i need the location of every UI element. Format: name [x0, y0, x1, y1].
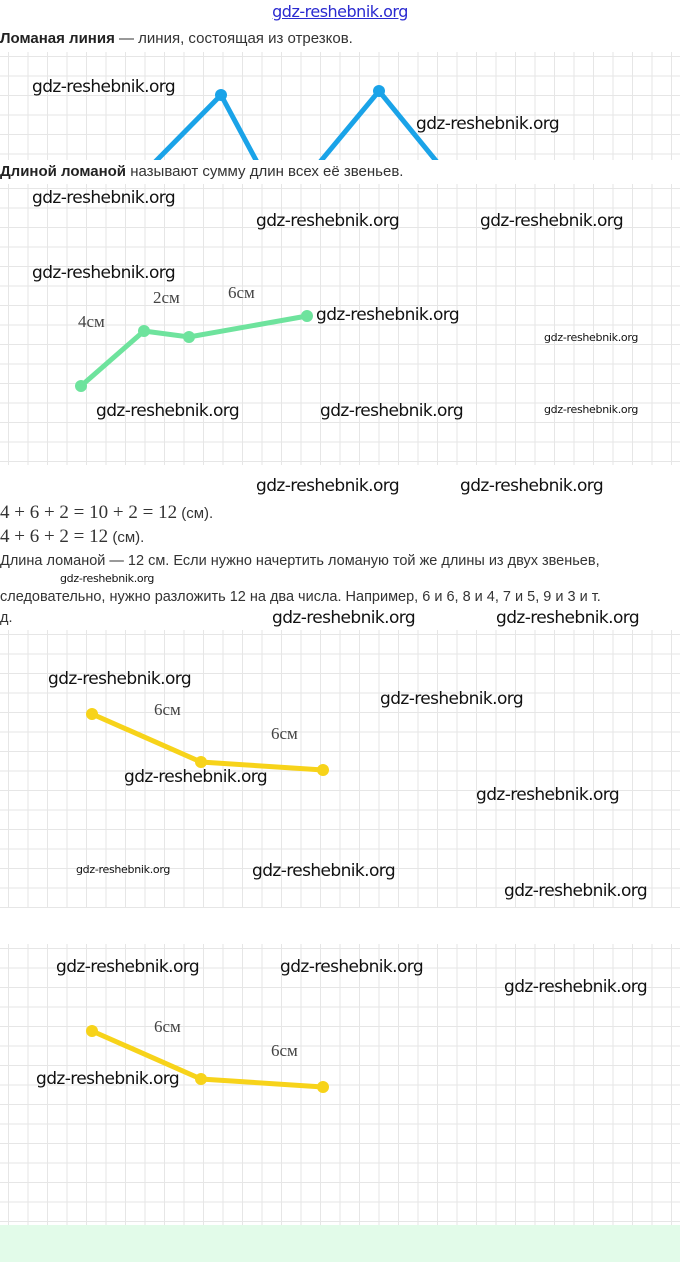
paragraph-line: следовательно, нужно разложить 12 на два…	[0, 589, 601, 605]
yellow-broken-line	[86, 708, 329, 776]
watermark: gdz-reshebnik.org	[256, 211, 400, 231]
green-vertex	[301, 310, 313, 322]
yellow-vertex	[195, 1073, 207, 1085]
watermark: gdz-reshebnik.org	[272, 608, 416, 628]
yellow-vertex	[317, 764, 329, 776]
watermark: gdz-reshebnik.org	[316, 305, 460, 325]
watermark: gdz-reshebnik.org	[32, 263, 176, 283]
green-vertex	[138, 325, 150, 337]
watermark: gdz-reshebnik.org	[544, 403, 639, 416]
grid-figure-yellow-2: 6см 6см	[0, 944, 680, 1225]
equation-1: 4 + 6 + 2 = 10 + 2 = 12 (см).	[0, 503, 213, 524]
segment-label: 6см	[154, 700, 181, 719]
watermark: gdz-reshebnik.org	[544, 331, 639, 344]
math: 4 + 6 + 2 = 12	[0, 526, 109, 547]
unit: (см).	[108, 529, 145, 546]
math: 4 + 6 + 2 = 10 + 2 = 12	[0, 502, 178, 523]
segment-label: 6см	[228, 283, 255, 302]
watermark: gdz-reshebnik.org	[460, 476, 604, 496]
paragraph-line: Длина ломаной — 12 см. Если нужно начерт…	[0, 553, 600, 569]
watermark: gdz-reshebnik.org	[60, 572, 155, 585]
watermark: gdz-reshebnik.org	[504, 977, 648, 997]
green-polyline	[79, 313, 308, 388]
definition-broken-line: Ломаная линия — линия, состоящая из отре…	[0, 29, 353, 49]
watermark: gdz-reshebnik.org	[280, 957, 424, 977]
watermark: gdz-reshebnik.org	[320, 401, 464, 421]
watermark: gdz-reshebnik.org	[480, 211, 624, 231]
yellow-broken-line	[86, 1025, 329, 1093]
bottom-band	[0, 1225, 680, 1262]
watermark: gdz-reshebnik.org	[380, 689, 524, 709]
header-watermark-link[interactable]: gdz-reshebnik.org	[272, 2, 408, 21]
blue-vertex	[373, 85, 385, 97]
watermark: gdz-reshebnik.org	[32, 188, 176, 208]
yellow-vertex	[195, 756, 207, 768]
segment-label: 4см	[78, 312, 105, 331]
grid-figure-green: 4см 2см 6см	[0, 184, 680, 465]
watermark: gdz-reshebnik.org	[496, 608, 640, 628]
watermark: gdz-reshebnik.org	[504, 881, 648, 901]
segment-label: 6см	[271, 1041, 298, 1060]
blue-broken-lines	[153, 85, 439, 160]
grid-figure-yellow-1: 6см 6см	[0, 630, 680, 908]
watermark: gdz-reshebnik.org	[96, 401, 240, 421]
green-vertex	[183, 331, 195, 343]
equation-2: 4 + 6 + 2 = 12 (см).	[0, 527, 144, 548]
watermark: gdz-reshebnik.org	[48, 669, 192, 689]
blue-vertex	[215, 89, 227, 101]
definition-length: Длиной ломаной называют сумму длин всех …	[0, 162, 403, 182]
watermark: gdz-reshebnik.org	[56, 957, 200, 977]
watermark: gdz-reshebnik.org	[252, 861, 396, 881]
definition-text: — линия, состоящая из отрезков.	[114, 30, 353, 47]
watermark: gdz-reshebnik.org	[416, 114, 560, 134]
blue-line-1	[153, 90, 259, 160]
grid-figure-blue	[0, 52, 680, 160]
watermark: gdz-reshebnik.org	[256, 476, 400, 496]
definition-text: называют сумму длин всех её звеньев.	[126, 163, 404, 180]
watermark: gdz-reshebnik.org	[476, 785, 620, 805]
green-broken-line	[75, 310, 313, 392]
term: Длиной ломаной	[0, 163, 127, 180]
watermark: gdz-reshebnik.org	[36, 1069, 180, 1089]
watermark: gdz-reshebnik.org	[124, 767, 268, 787]
segment-label: 6см	[154, 1017, 181, 1036]
yellow-vertex	[86, 708, 98, 720]
watermark: gdz-reshebnik.org	[76, 863, 171, 876]
segment-label: 6см	[271, 724, 298, 743]
watermark: gdz-reshebnik.org	[32, 77, 176, 97]
yellow-vertex	[317, 1081, 329, 1093]
unit: (см).	[177, 505, 214, 522]
segment-label: 2см	[153, 288, 180, 307]
paragraph-line: д.	[0, 610, 13, 626]
green-vertex	[75, 380, 87, 392]
yellow-vertex	[86, 1025, 98, 1037]
term: Ломаная линия	[0, 30, 115, 47]
